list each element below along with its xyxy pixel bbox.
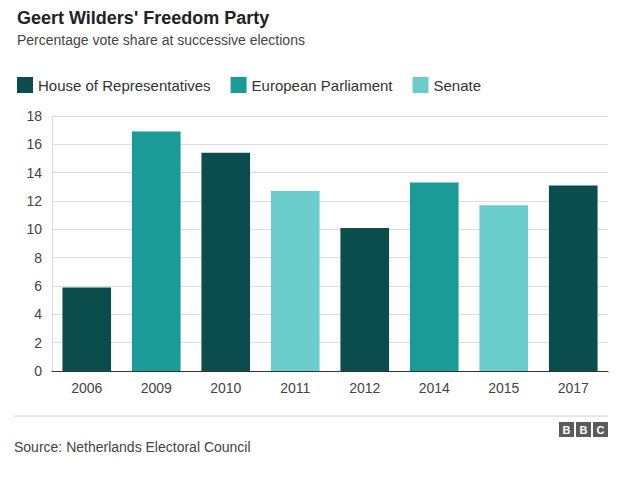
svg-text:6: 6 — [34, 278, 42, 294]
svg-text:Senate: Senate — [434, 77, 482, 94]
svg-text:C: C — [597, 424, 605, 436]
svg-text:2011: 2011 — [280, 380, 310, 396]
svg-text:2015: 2015 — [488, 380, 519, 396]
svg-text:16: 16 — [26, 136, 42, 152]
svg-text:0: 0 — [34, 363, 42, 379]
svg-text:Source: Netherlands Electoral: Source: Netherlands Electoral Council — [14, 439, 251, 455]
svg-text:House of Representatives: House of Representatives — [38, 77, 211, 94]
svg-text:18: 18 — [26, 108, 42, 124]
svg-text:B: B — [563, 424, 571, 436]
svg-text:2006: 2006 — [71, 380, 102, 396]
svg-text:12: 12 — [26, 193, 42, 209]
svg-text:14: 14 — [26, 165, 42, 181]
svg-text:2017: 2017 — [558, 380, 589, 396]
svg-text:2: 2 — [34, 335, 42, 351]
svg-text:Geert Wilders' Freedom Party: Geert Wilders' Freedom Party — [17, 8, 269, 28]
svg-text:Percentage vote share at succe: Percentage vote share at successive elec… — [17, 32, 305, 48]
svg-text:2009: 2009 — [141, 380, 172, 396]
svg-text:2010: 2010 — [210, 380, 241, 396]
svg-text:8: 8 — [34, 250, 42, 266]
svg-text:4: 4 — [34, 306, 42, 322]
svg-text:2012: 2012 — [349, 380, 380, 396]
svg-text:2014: 2014 — [419, 380, 450, 396]
svg-text:10: 10 — [26, 221, 42, 237]
svg-text:B: B — [580, 424, 588, 436]
svg-text:European Parliament: European Parliament — [252, 77, 394, 94]
